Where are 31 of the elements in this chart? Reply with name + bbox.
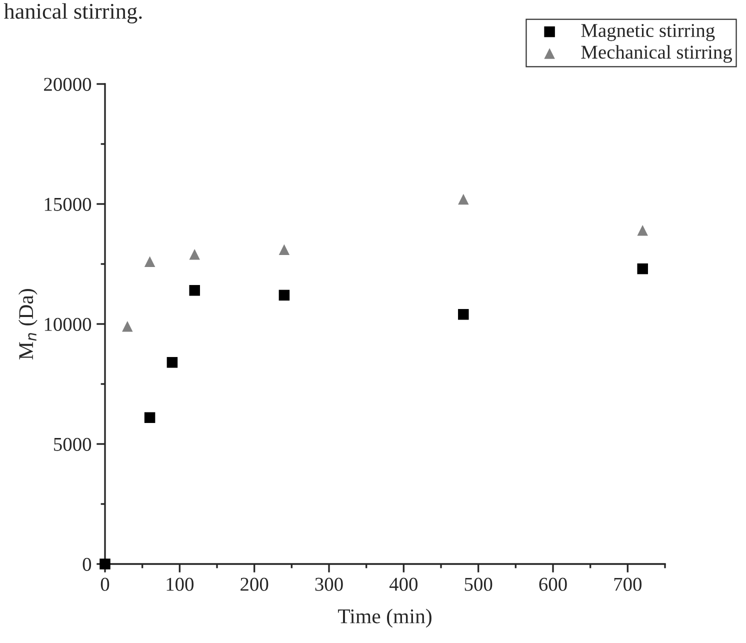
x-tick-label: 500 bbox=[464, 578, 492, 591]
text: hanical stirring. bbox=[4, 3, 142, 24]
point bbox=[458, 309, 469, 320]
y-tick-label: 20000 bbox=[44, 78, 92, 91]
x-tick-label: 300 bbox=[315, 578, 343, 591]
x-tick-label: 700 bbox=[614, 578, 642, 591]
y-tick-label: 15000 bbox=[44, 198, 92, 211]
point bbox=[278, 290, 290, 301]
legend-label: Magnetic stirring bbox=[581, 24, 715, 42]
x-axis-title: Time (min) bbox=[338, 608, 432, 628]
point bbox=[278, 244, 290, 255]
point bbox=[144, 256, 156, 267]
point bbox=[189, 249, 200, 260]
x-tick-label: 400 bbox=[389, 578, 418, 591]
x-tick-label: 600 bbox=[539, 578, 567, 591]
point bbox=[637, 263, 648, 274]
y-tick-label: 5000 bbox=[54, 438, 92, 451]
point bbox=[458, 194, 469, 205]
point bbox=[122, 321, 133, 332]
legend-label: Mechanical stirring bbox=[581, 45, 732, 63]
y-tick-label: 0 bbox=[82, 558, 92, 571]
point bbox=[189, 285, 200, 296]
point bbox=[144, 412, 156, 423]
x-tick-label: 200 bbox=[240, 578, 268, 591]
x-tick-label: 0 bbox=[100, 578, 110, 591]
point bbox=[166, 357, 178, 368]
point bbox=[100, 558, 110, 570]
x-tick-label: 100 bbox=[166, 578, 194, 591]
y-tick-label: 10000 bbox=[44, 318, 92, 331]
y-axis-title: M$_{n}$ (Da) bbox=[18, 289, 38, 360]
point bbox=[637, 225, 648, 236]
